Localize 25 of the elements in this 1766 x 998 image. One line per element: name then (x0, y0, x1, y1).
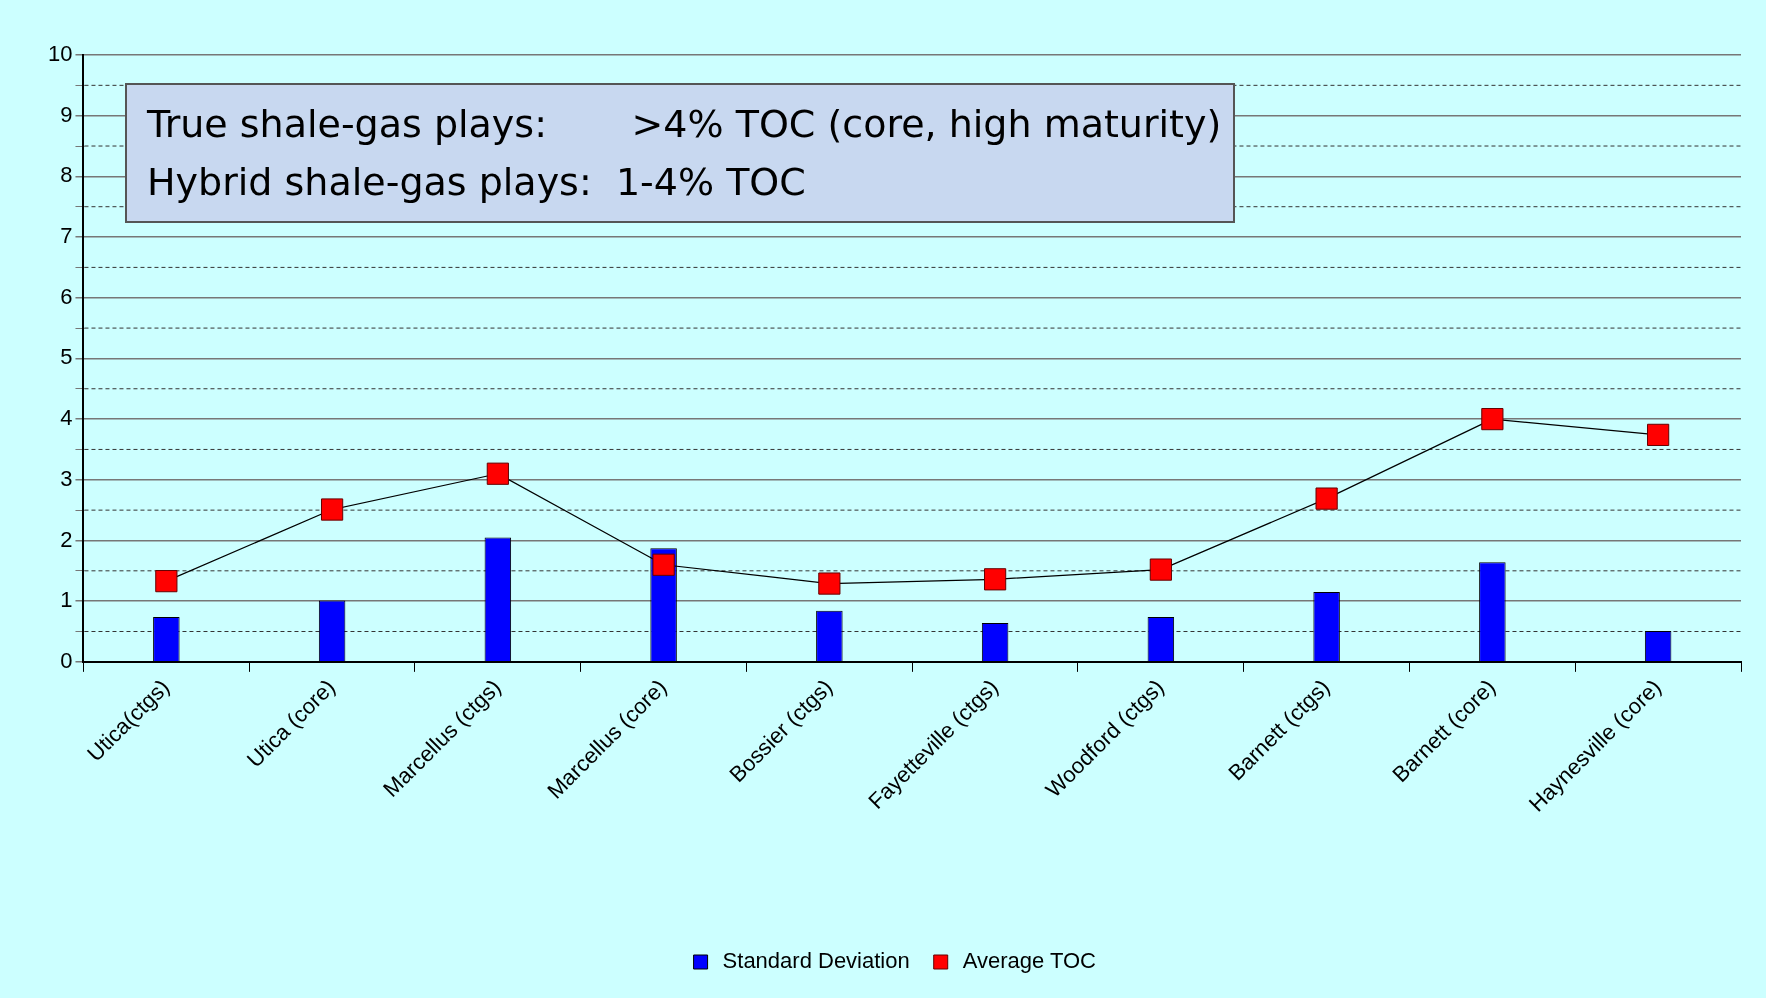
legend-label: Standard Deviation (722, 948, 910, 974)
y-tick-label: 0 (60, 647, 73, 673)
y-tick-label: 9 (60, 101, 73, 127)
legend-label: Average TOC (962, 948, 1097, 974)
y-tick-label: 3 (60, 465, 73, 491)
point (155, 570, 178, 593)
point (1315, 487, 1338, 510)
annotation: True shale-gas plays: >4% TOC (core, high maturity) (147, 101, 1222, 148)
point (1647, 423, 1670, 446)
y-tick-label: 2 (60, 526, 73, 552)
y-tick-label: 4 (60, 405, 73, 431)
point (320, 498, 344, 521)
point (1149, 558, 1172, 581)
point (1481, 408, 1504, 431)
y-tick-label: 5 (60, 344, 73, 370)
point (652, 553, 675, 576)
y-tick-label: 6 (60, 283, 73, 309)
point (486, 462, 509, 485)
y-tick-label: 8 (60, 162, 73, 188)
y-tick-label: 10 (47, 41, 73, 67)
y-tick-label: 1 (60, 587, 73, 613)
point (818, 572, 841, 595)
annotation: Hybrid shale-gas plays: 1-4% TOC (147, 159, 807, 206)
point (984, 568, 1007, 591)
y-tick-label: 7 (60, 223, 73, 249)
